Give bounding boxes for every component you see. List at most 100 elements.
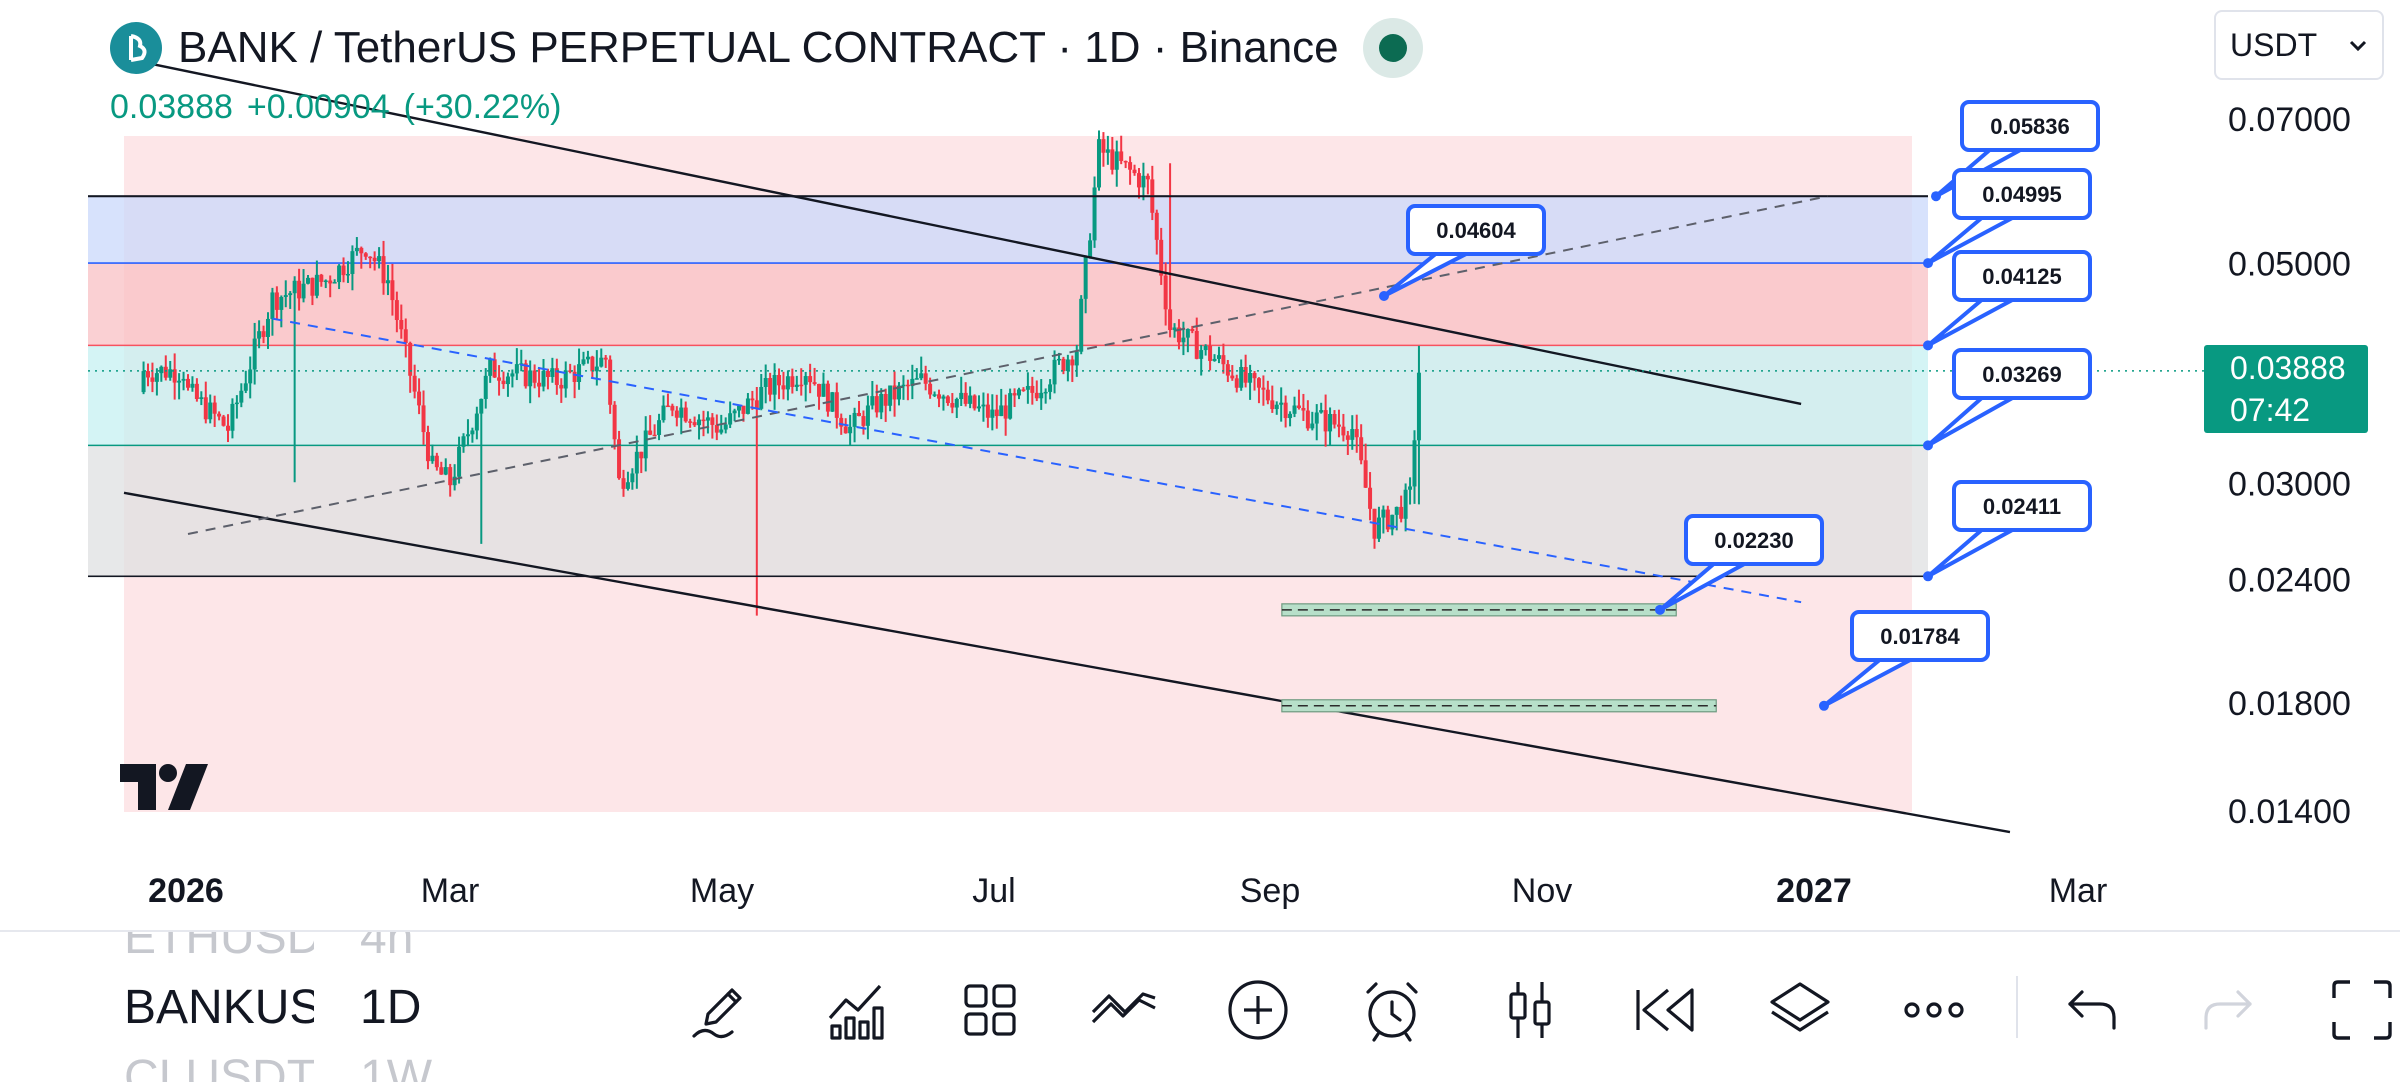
candle-body bbox=[697, 419, 702, 426]
fullscreen-button[interactable] bbox=[2324, 972, 2400, 1048]
timeframe-item[interactable]: 4h bbox=[360, 932, 414, 964]
candle-body bbox=[714, 424, 719, 433]
candle-body bbox=[154, 373, 159, 382]
timeframe-item[interactable]: 1W bbox=[360, 1051, 432, 1082]
callout-anchor bbox=[1819, 700, 1829, 711]
watchlist-item-selected[interactable]: BANKUSDT bbox=[124, 981, 314, 1034]
y-tick-label: 0.01800 bbox=[2228, 685, 2351, 723]
candle-body bbox=[1381, 509, 1386, 518]
undo-button[interactable] bbox=[2054, 972, 2130, 1048]
add-button[interactable] bbox=[1220, 972, 1296, 1048]
y-tick-label: 0.05000 bbox=[2228, 246, 2351, 284]
callout-label: 0.05836 bbox=[1990, 114, 2070, 139]
timeframe-item-selected[interactable]: 1D bbox=[360, 981, 422, 1034]
candle-body bbox=[292, 280, 297, 294]
candle-body bbox=[777, 374, 782, 386]
candle-body bbox=[510, 373, 515, 377]
compare-button[interactable] bbox=[1086, 972, 1162, 1048]
candle-body bbox=[479, 398, 484, 414]
currency-value: USDT bbox=[2230, 26, 2318, 63]
candle-body bbox=[283, 295, 288, 297]
candle-body bbox=[421, 405, 426, 433]
chart-type-button[interactable] bbox=[1492, 972, 1568, 1048]
candle-body bbox=[488, 359, 493, 376]
symbol-header[interactable]: BANK / TetherUS PERPETUAL CONTRACT · 1D … bbox=[110, 18, 1423, 78]
candle-body bbox=[248, 369, 253, 384]
callout-anchor bbox=[1379, 291, 1389, 301]
candle-body bbox=[1194, 330, 1199, 359]
candle-body bbox=[265, 318, 270, 337]
watchlist-symbols[interactable]: ETHUSD BANKUSDT CLUSDT bbox=[124, 932, 324, 1082]
candle-body bbox=[1154, 212, 1159, 240]
undo-icon bbox=[2068, 990, 2116, 1030]
candle-body bbox=[474, 413, 479, 431]
chevron-down-icon bbox=[2349, 40, 2367, 52]
market-status-icon[interactable] bbox=[1362, 18, 1423, 78]
chart-canvas[interactable]: 0.05836 0.04995 0.04125 0.03269 0.02411 0.046… bbox=[0, 0, 2400, 930]
candle-body bbox=[1292, 405, 1297, 414]
callout-box bbox=[1850, 610, 1990, 662]
candle-body bbox=[1088, 240, 1093, 257]
candle-body bbox=[1043, 391, 1048, 394]
candle-body bbox=[750, 398, 755, 401]
last-price: 0.03888 bbox=[110, 88, 233, 126]
candle-body bbox=[923, 373, 928, 384]
candle-body bbox=[354, 247, 359, 252]
candle-body bbox=[1048, 384, 1053, 392]
candle-body bbox=[745, 398, 750, 414]
watchlist-item[interactable]: ETHUSD bbox=[124, 932, 314, 964]
candle-body bbox=[470, 430, 475, 435]
symbol-title[interactable]: BANK / TetherUS PERPETUAL CONTRACT · 1D … bbox=[178, 23, 1339, 72]
candle-body bbox=[1025, 385, 1030, 390]
callout-box bbox=[1406, 204, 1546, 256]
candle-body bbox=[1061, 358, 1066, 372]
candle-body bbox=[710, 417, 715, 425]
candle-body bbox=[1248, 373, 1253, 383]
replay-button[interactable] bbox=[1626, 972, 1702, 1048]
candle-body bbox=[332, 282, 337, 284]
candle-body bbox=[1390, 514, 1395, 530]
candle-body bbox=[990, 409, 995, 418]
callout-label: 0.04995 bbox=[1982, 182, 2062, 207]
candle-body bbox=[1012, 393, 1017, 396]
candle-body bbox=[501, 380, 506, 385]
candle-body bbox=[1341, 426, 1346, 436]
redo-button[interactable] bbox=[2190, 972, 2266, 1048]
watchlist-item[interactable]: CLUSDT bbox=[124, 1051, 314, 1082]
candle-body bbox=[532, 370, 537, 383]
currency-select[interactable]: USDT bbox=[2214, 10, 2384, 80]
indicators-button[interactable] bbox=[818, 972, 894, 1048]
candle-body bbox=[563, 370, 568, 389]
candle-body bbox=[870, 396, 875, 406]
alert-button[interactable] bbox=[1354, 972, 1430, 1048]
candle-body bbox=[1328, 413, 1333, 432]
candle-body bbox=[950, 403, 955, 408]
candle-body bbox=[337, 265, 342, 283]
layers-button[interactable] bbox=[1762, 972, 1838, 1048]
candle-body bbox=[959, 392, 964, 399]
candle-body bbox=[1345, 435, 1350, 440]
draw-button[interactable] bbox=[682, 972, 758, 1048]
candle-body bbox=[972, 395, 977, 409]
callout-label: 0.02411 bbox=[1983, 494, 2061, 519]
layout-button[interactable] bbox=[952, 972, 1028, 1048]
candle-body bbox=[1101, 139, 1106, 153]
watchlist-timeframes[interactable]: 4h 1D 1W bbox=[360, 932, 480, 1082]
candle-body bbox=[1083, 256, 1088, 299]
candle-body bbox=[1181, 337, 1186, 343]
candle-body bbox=[448, 467, 453, 486]
candle-body bbox=[1225, 364, 1230, 376]
candle-body bbox=[1132, 169, 1137, 174]
candle-body bbox=[865, 405, 870, 426]
candle-body bbox=[1314, 412, 1319, 424]
more-button[interactable] bbox=[1896, 972, 1972, 1048]
candle-body bbox=[1190, 328, 1195, 331]
candle-body bbox=[1008, 393, 1013, 419]
candle-body bbox=[177, 380, 182, 383]
candle-body bbox=[754, 400, 759, 409]
candle-body bbox=[1412, 440, 1417, 487]
candle-body bbox=[1261, 387, 1266, 390]
candle-body bbox=[688, 421, 693, 423]
candle-body bbox=[701, 419, 706, 422]
trendline-grey bbox=[187, 195, 1828, 536]
